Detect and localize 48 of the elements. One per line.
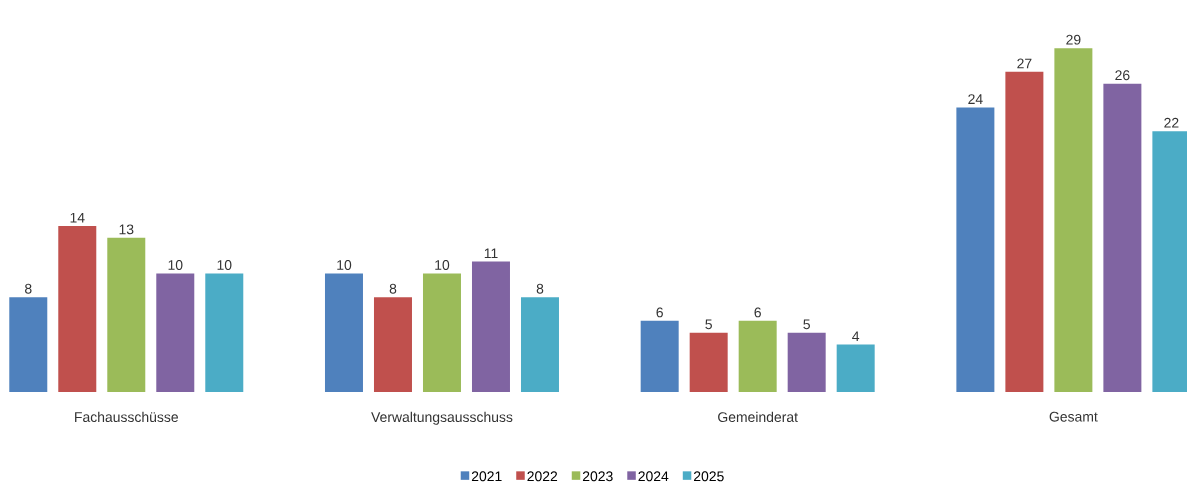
bar [1103, 83, 1142, 392]
bar [205, 273, 244, 392]
bar [1005, 71, 1044, 392]
data-label: 22 [1164, 117, 1179, 128]
bar [107, 237, 146, 392]
bar [640, 320, 679, 392]
data-label: 5 [705, 319, 712, 330]
bar [689, 332, 728, 392]
data-label: 26 [1115, 70, 1130, 81]
bar [324, 273, 363, 392]
bar [836, 344, 875, 392]
bar [156, 273, 195, 392]
data-label: 10 [217, 260, 232, 270]
bar [9, 297, 48, 392]
bar [373, 297, 412, 392]
data-label: 8 [389, 283, 397, 294]
data-label: 10 [168, 260, 183, 270]
bar [58, 226, 97, 392]
data-label: 6 [656, 307, 663, 318]
bar [956, 107, 995, 392]
data-label: 5 [803, 319, 810, 330]
data-label: 8 [536, 283, 544, 294]
data-label: 14 [70, 212, 85, 223]
bar [520, 297, 559, 392]
data-label: 24 [968, 94, 983, 104]
data-label: 8 [25, 283, 32, 294]
legend-label: 2022 [527, 471, 558, 482]
data-label: 6 [754, 307, 761, 318]
x-tick-label: Gemeinderat [718, 411, 798, 423]
bar [422, 273, 461, 392]
data-label: 13 [119, 224, 134, 235]
bar [1054, 48, 1093, 392]
data-label: 29 [1066, 34, 1081, 45]
data-label: 4 [852, 331, 860, 342]
x-tick-label: Gesamt [1049, 411, 1098, 422]
legend-label: 2023 [582, 471, 613, 482]
bar [738, 320, 777, 392]
data-label: 10 [435, 260, 450, 270]
x-tick-label: Verwaltungsausschuss [371, 411, 513, 425]
legend-label: 2024 [638, 471, 669, 482]
bar [787, 332, 826, 392]
data-label: 11 [484, 248, 498, 259]
data-label: 10 [337, 260, 352, 270]
bar [471, 261, 510, 392]
legend-label: 2021 [471, 471, 502, 482]
legend-label: 2025 [693, 471, 724, 482]
data-label: 27 [1017, 58, 1032, 69]
x-tick-label: Fachausschüsse [75, 411, 178, 423]
